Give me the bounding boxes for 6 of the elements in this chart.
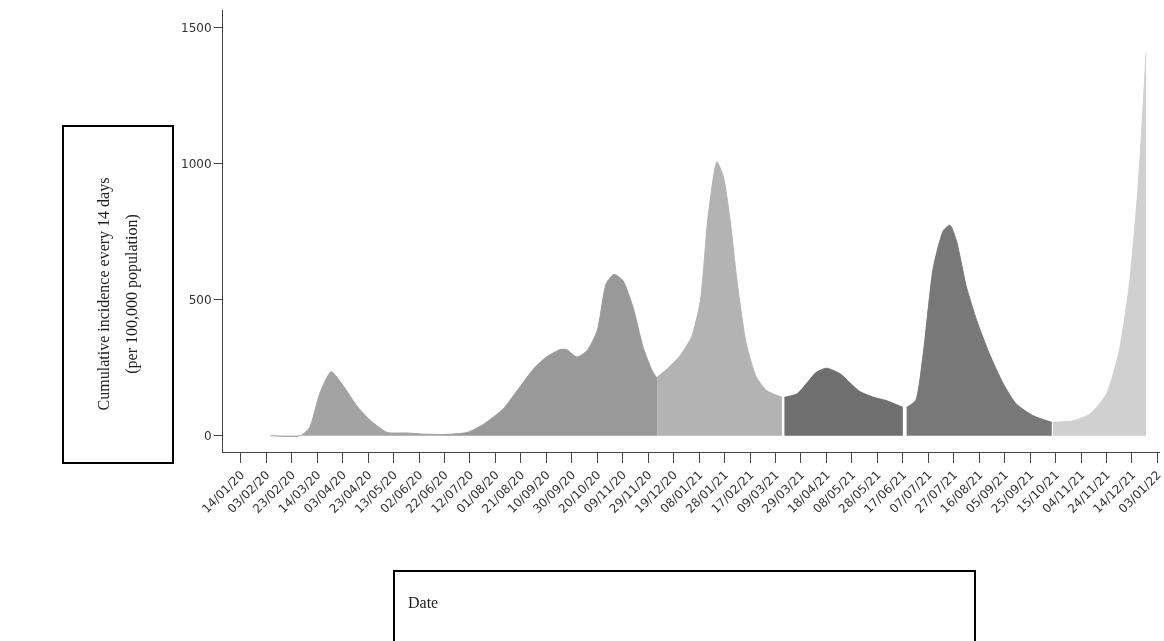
- x-axis-title: Date: [408, 594, 439, 612]
- y-axis-title: Cumulative incidence every 14 days (per 100,000 population): [94, 176, 142, 413]
- y-tick-label: 1000: [181, 156, 212, 171]
- y-tick-label: 500: [188, 292, 212, 307]
- y-tick-label: 0: [203, 428, 212, 443]
- y-tick-label: 1500: [181, 20, 212, 35]
